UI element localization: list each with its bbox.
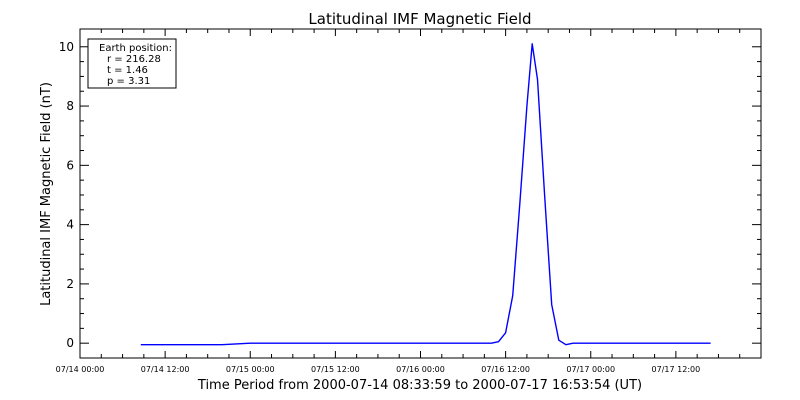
y-tick-label: 4 — [66, 218, 74, 232]
series-line — [140, 43, 711, 346]
legend-p: p = 3.31 — [107, 76, 150, 87]
x-tick-label: 07/16 00:00 — [396, 365, 445, 374]
y-tick-label: 10 — [59, 40, 74, 54]
y-tick-label: 2 — [66, 277, 74, 291]
x-axis-label: Time Period from 2000-07-14 08:33:59 to … — [197, 378, 642, 393]
legend-box: Earth position: r = 216.28 t = 1.46 p = … — [87, 38, 177, 89]
x-tick-label: 07/15 00:00 — [226, 365, 275, 374]
legend-r: r = 216.28 — [107, 54, 161, 65]
x-tick-label: 07/17 00:00 — [566, 365, 615, 374]
y-tick-label: 8 — [66, 99, 74, 113]
legend-frame — [87, 38, 177, 89]
x-tick-labels: 07/14 00:00 07/14 12:00 07/15 00:00 07/15 1… — [56, 365, 701, 374]
legend-t: t = 1.46 — [107, 65, 148, 76]
y-tick-label: 0 — [66, 336, 74, 350]
chart-title: Latitudinal IMF Magnetic Field — [308, 10, 531, 28]
legend-heading: Earth position: — [99, 43, 172, 54]
plot-frame — [79, 28, 762, 359]
x-tick-label: 07/15 12:00 — [311, 365, 360, 374]
y-axis-label: Latitudinal IMF Magnetic Field (nT) — [39, 82, 54, 306]
y-tick-label: 6 — [66, 158, 74, 172]
y-tick-labels: 0 2 4 6 8 10 — [59, 40, 74, 350]
axis-ticks — [79, 29, 762, 358]
x-tick-label: 07/14 00:00 — [56, 365, 105, 374]
x-tick-label: 07/14 12:00 — [141, 365, 190, 374]
x-tick-label: 07/17 12:00 — [652, 365, 701, 374]
x-tick-label: 07/16 12:00 — [481, 365, 530, 374]
series-group — [140, 43, 711, 346]
